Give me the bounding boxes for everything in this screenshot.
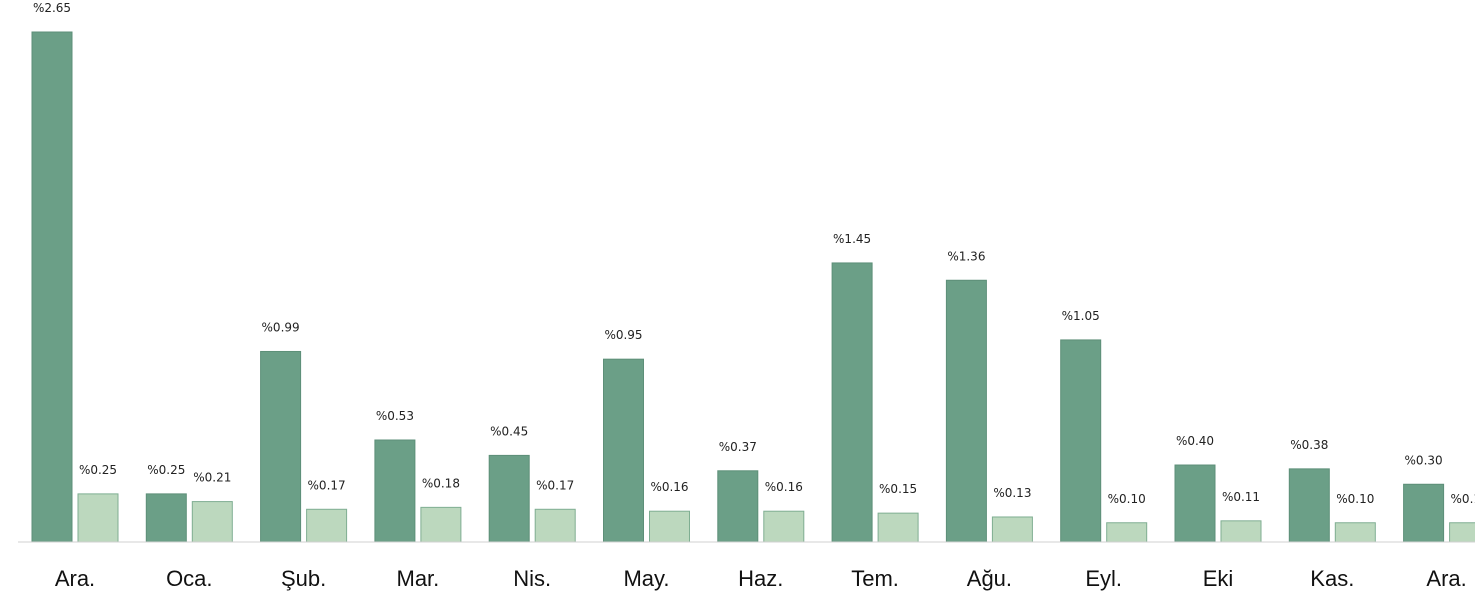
data-label-series-2-5: %0.16: [650, 480, 688, 494]
bar-series-1-5: [603, 358, 644, 543]
data-label-series-2-9: %0.10: [1108, 492, 1146, 506]
data-label-series-2-6: %0.16: [765, 480, 803, 494]
x-tick-label-9: Eyl.: [1085, 566, 1122, 591]
data-label-series-1-12: %0.30: [1405, 453, 1443, 467]
x-tick-label-6: Haz.: [738, 566, 783, 591]
bar-series-2-4: [534, 508, 576, 543]
x-tick-label-4: Nis.: [513, 566, 551, 591]
data-label-series-1-10: %0.40: [1176, 434, 1214, 448]
data-label-series-2-10: %0.11: [1222, 490, 1260, 504]
bar-series-1-7: [831, 262, 873, 543]
bar-series-1-9: [1060, 339, 1102, 543]
data-label-series-1-11: %0.38: [1290, 438, 1328, 452]
x-tick-label-11: Kas.: [1310, 566, 1354, 591]
x-tick-label-5: May.: [623, 566, 669, 591]
bar-series-1-2: [260, 350, 302, 543]
x-tick-label-1: Oca.: [166, 566, 212, 591]
bar-series-1-3: [374, 439, 416, 543]
bar-series-2-9: [1106, 522, 1148, 543]
data-label-series-2-1: %0.21: [193, 471, 231, 485]
labels-group: %2.65 %0.25 Ara. %0.25 %0.21 Oca. %0.99 %0.17 Şu…: [33, 1, 1475, 591]
x-tick-label-7: Tem.: [851, 566, 899, 591]
data-label-series-1-1: %0.25: [147, 463, 185, 477]
bar-series-1-0: [31, 31, 73, 543]
data-label-series-1-6: %0.37: [719, 440, 757, 454]
x-tick-label-8: Ağu.: [967, 566, 1012, 591]
bar-series-2-3: [420, 506, 462, 543]
bars-group: [31, 31, 1475, 543]
bar-series-2-12: [1449, 522, 1475, 543]
bar-series-2-2: [306, 508, 348, 543]
bar-series-2-0: [77, 493, 119, 543]
data-label-series-2-0: %0.25: [79, 463, 117, 477]
bar-series-1-8: [945, 279, 987, 543]
data-label-series-2-7: %0.15: [879, 482, 917, 496]
data-label-series-2-8: %0.13: [993, 486, 1031, 500]
data-label-series-1-7: %1.45: [833, 232, 871, 246]
data-label-series-1-4: %0.45: [490, 424, 528, 438]
data-label-series-2-3: %0.18: [422, 476, 460, 490]
data-label-series-1-5: %0.95: [604, 328, 642, 342]
bar-series-2-7: [877, 512, 919, 543]
x-tick-label-2: Şub.: [281, 566, 326, 591]
bar-series-1-6: [717, 470, 759, 543]
bar-series-1-4: [488, 454, 530, 543]
bar-series-1-12: [1403, 483, 1445, 543]
data-label-series-2-12: %0.10: [1451, 492, 1475, 506]
data-label-series-1-2: %0.99: [262, 320, 300, 334]
x-tick-label-12: Ara.: [1426, 566, 1466, 591]
data-label-series-2-4: %0.17: [536, 478, 574, 492]
data-label-series-1-3: %0.53: [376, 409, 414, 423]
bar-series-1-10: [1174, 464, 1216, 543]
bar-series-2-8: [991, 516, 1033, 543]
data-label-series-1-8: %1.36: [947, 249, 985, 263]
x-tick-label-3: Mar.: [397, 566, 440, 591]
data-label-series-1-0: %2.65: [33, 1, 71, 15]
x-tick-label-0: Ara.: [55, 566, 95, 591]
bar-series-1-11: [1288, 468, 1330, 543]
bar-series-2-5: [649, 510, 690, 543]
data-label-series-2-11: %0.10: [1336, 492, 1374, 506]
bar-series-2-6: [763, 510, 805, 543]
x-tick-label-10: Eki: [1203, 566, 1234, 591]
bar-series-1-1: [145, 493, 187, 543]
data-label-series-2-2: %0.17: [308, 478, 346, 492]
bar-series-2-11: [1334, 522, 1376, 543]
bar-series-2-1: [191, 501, 233, 543]
data-label-series-1-9: %1.05: [1062, 309, 1100, 323]
bar-series-2-10: [1220, 520, 1262, 543]
